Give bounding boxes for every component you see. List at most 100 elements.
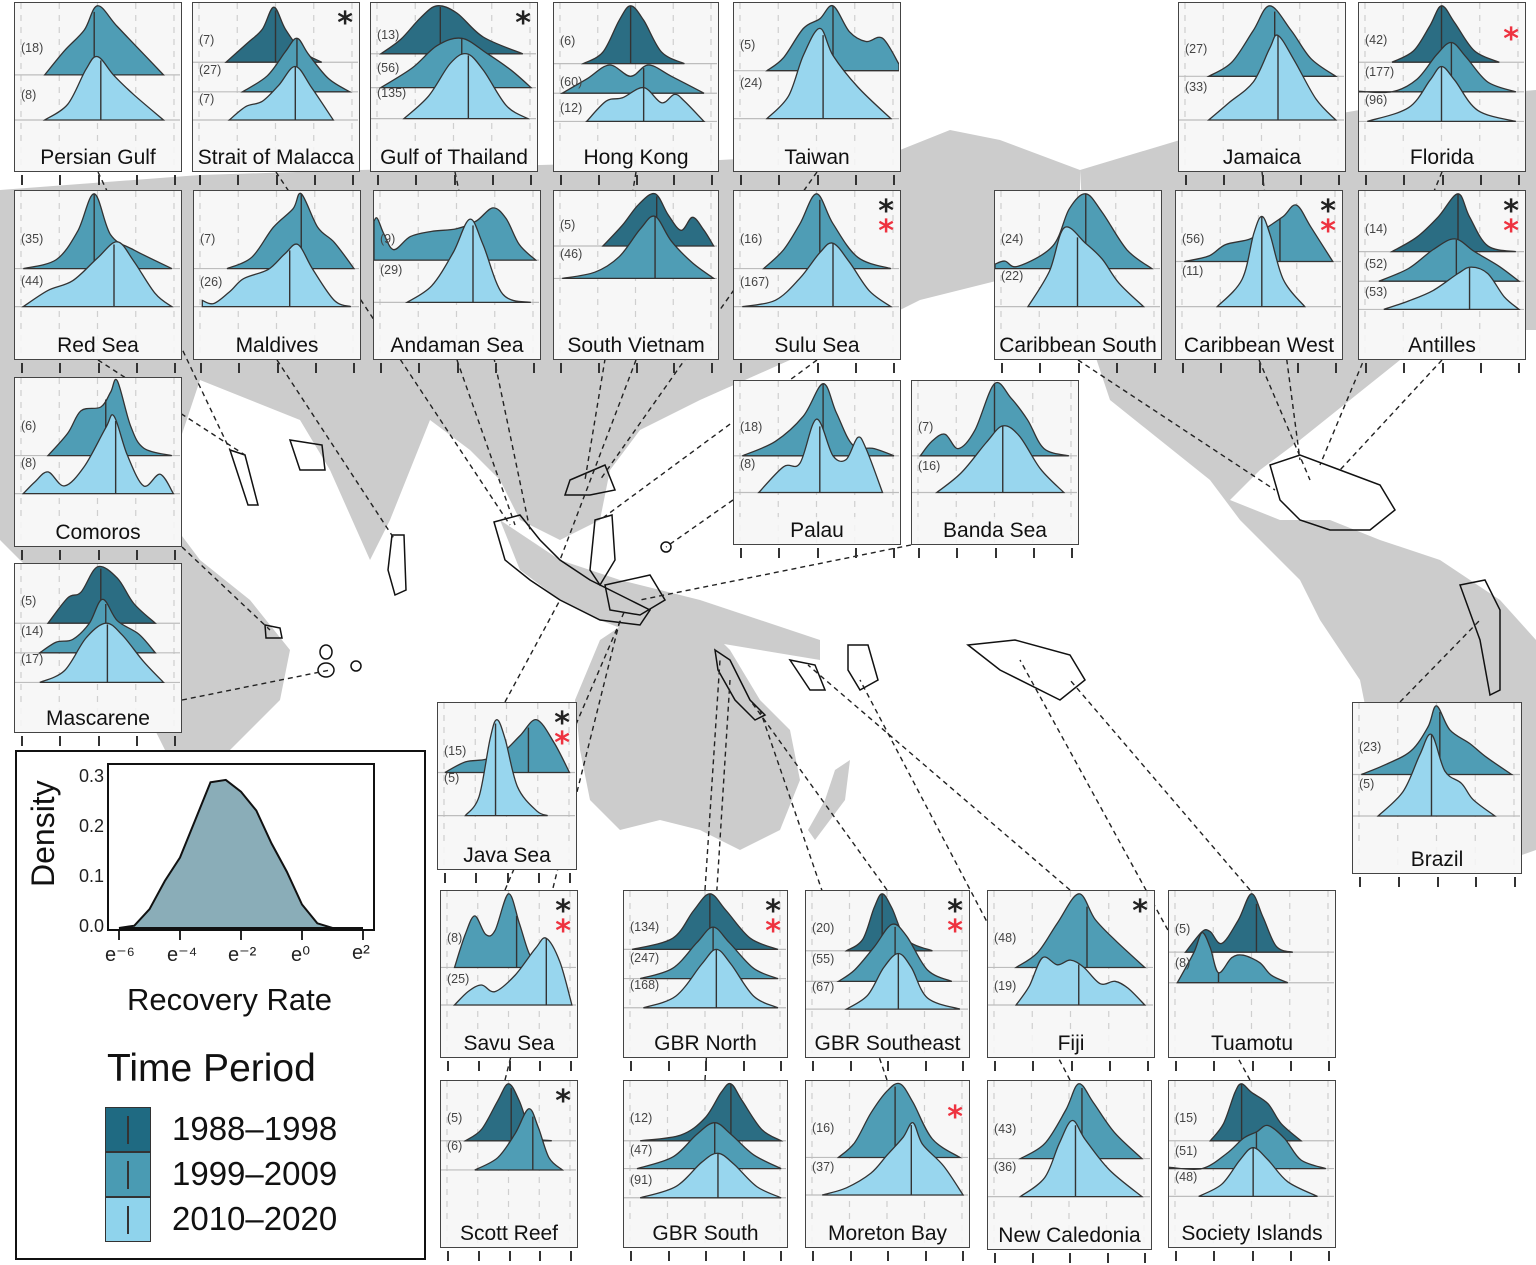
- panel-java-sea: (15) (5) * * Java Sea: [437, 702, 577, 883]
- sample-size-label: (5): [1175, 921, 1191, 936]
- density-ridge-period-3: [844, 952, 961, 1010]
- ridgeline-plot: [1359, 191, 1524, 358]
- significance-star-black-icon: *: [878, 194, 894, 229]
- panel-title: Andaman Sea: [390, 334, 524, 357]
- sample-size-label: (8): [447, 931, 463, 946]
- sample-size-label: (96): [1365, 92, 1388, 107]
- sample-size-label: (42): [1365, 32, 1388, 47]
- sample-size-label: (7): [918, 420, 934, 435]
- sample-size-label: (6): [560, 33, 576, 48]
- legend-box: Density 0.0 0.1 0.2 0.3 e⁻⁶ e⁻⁴ e⁻² e⁰ e…: [15, 750, 426, 1260]
- ridgeline-plot: [1179, 3, 1344, 170]
- density-ridge-period-3: [1014, 956, 1147, 1006]
- panel-red-sea: (35) (44) Red Sea: [14, 190, 182, 373]
- sample-size-label: (48): [994, 931, 1017, 946]
- sample-size-label: (29): [380, 262, 403, 277]
- density-ridge-period-3: [1026, 226, 1146, 308]
- sample-size-label: (177): [1365, 65, 1395, 80]
- x-axis-ticks: [988, 1057, 1154, 1071]
- ytick-0: 0.0: [79, 916, 105, 936]
- sample-size-label: (27): [1185, 41, 1208, 56]
- panel-title: Red Sea: [57, 334, 139, 357]
- sample-size-label: (20): [812, 921, 835, 936]
- panel-title: GBR North: [654, 1032, 757, 1055]
- panel-florida: (42) (177) (96) * Florida: [1358, 2, 1526, 185]
- xtick-2: e⁻²: [228, 944, 257, 966]
- panel-gbr-north: (134) (247) (168) * * GBR North: [623, 890, 788, 1071]
- panel-title: Java Sea: [463, 844, 551, 867]
- sample-size-label: (12): [630, 1111, 653, 1126]
- xtick-1: e⁻⁴: [167, 944, 198, 966]
- density-ridge-period-3: [1376, 733, 1497, 817]
- panel-title: New Caledonia: [998, 1224, 1141, 1247]
- density-ridge-period-3: [452, 937, 573, 1006]
- sample-size-label: (24): [1001, 232, 1024, 247]
- panel-south-vietnam: (5) (46) South Vietnam: [553, 190, 719, 373]
- x-axis-ticks: [734, 171, 900, 185]
- panel-hong-kong: (6) (60) (12) Hong Kong: [553, 2, 719, 185]
- sample-size-label: (8): [21, 87, 37, 102]
- panel-title: GBR Southeast: [814, 1032, 961, 1055]
- density-ridge-period-1: [378, 5, 524, 55]
- significance-star-black-icon: *: [1132, 894, 1148, 929]
- panel-title: Comoros: [55, 521, 141, 544]
- panel-title: GBR South: [652, 1222, 759, 1245]
- sample-size-label: (53): [1365, 285, 1388, 300]
- panel-gbr-southeast: (20) (55) (67) * * GBR Southeast: [805, 890, 970, 1071]
- density-ridge-period-2: [559, 64, 705, 94]
- sample-size-label: (18): [21, 40, 44, 55]
- legend-label-1999-2009: 1999–2009: [172, 1155, 338, 1192]
- panel-sulu-sea: (16) (167) * * Sulu Sea: [733, 190, 901, 373]
- significance-star-black-icon: *: [947, 894, 963, 929]
- density-ridge-period-2: [1014, 893, 1147, 969]
- sample-size-label: (6): [21, 419, 37, 434]
- sample-size-label: (247): [630, 951, 660, 966]
- sample-size-label: (168): [630, 977, 660, 992]
- panel-caribbean-west: (56) (11) * * Caribbean West: [1175, 190, 1343, 373]
- panel-comoros: (6) (8) Comoros: [14, 377, 182, 560]
- sample-size-label: (36): [994, 1159, 1017, 1174]
- panel-title: Scott Reef: [459, 1222, 559, 1245]
- ridgeline-plot: [15, 3, 180, 170]
- density-ridge-period-1: [1391, 5, 1500, 63]
- panel-title: Mascarene: [46, 707, 150, 730]
- panel-caribbean-south: (24) (22) Caribbean South: [994, 190, 1162, 373]
- x-axis-ticks: [441, 1057, 577, 1071]
- sample-size-label: (23): [1359, 740, 1382, 755]
- panel-gbr-south: (12) (47) (91) GBR South: [623, 1080, 788, 1261]
- panel-savu-sea: (8) (25) * * Savu Sea: [440, 890, 578, 1071]
- panel-title: Society Islands: [1181, 1222, 1323, 1245]
- x-axis-ticks: [1359, 359, 1525, 373]
- sample-size-label: (51): [1175, 1144, 1198, 1159]
- x-axis-ticks: [15, 359, 181, 373]
- significance-star-black-icon: *: [337, 6, 353, 41]
- sample-size-label: (16): [812, 1121, 835, 1136]
- sample-size-label: (56): [377, 60, 400, 75]
- sample-size-label: (16): [918, 459, 941, 474]
- panel-title: South Vietnam: [567, 334, 705, 357]
- panel-title: Gulf of Thailand: [380, 146, 528, 169]
- density-ridge-period-3: [742, 242, 893, 308]
- density-ridge-period-1: [1184, 893, 1294, 953]
- density-ridge-period-3: [227, 65, 335, 121]
- density-ridge-period-3: [1383, 266, 1521, 311]
- sample-size-label: (5): [560, 218, 576, 233]
- density-ridge-period-2: [444, 719, 571, 774]
- panel-gulf-of-thailand: (13) (56) (135) * Gulf of Thailand: [370, 2, 538, 185]
- sample-size-label: (5): [21, 593, 37, 608]
- ridgeline-plot: [734, 381, 899, 543]
- sample-size-label: (91): [630, 1172, 653, 1187]
- panel-title: Sulu Sea: [774, 334, 860, 357]
- panel-taiwan: (5) (24) Taiwan: [733, 2, 901, 185]
- density-ridge-period-1: [46, 565, 157, 624]
- ridgeline-plot: [441, 891, 576, 1056]
- ridgeline-plot: [1353, 703, 1520, 872]
- panel-persian-gulf: (18) (8) Persian Gulf: [14, 2, 182, 185]
- x-axis-ticks: [438, 869, 576, 883]
- ridgeline-plot: [194, 191, 359, 358]
- density-ridge-period-3: [757, 418, 884, 494]
- panel-new-caledonia: (43) (36) New Caledonia: [987, 1080, 1152, 1263]
- panel-title: Maldives: [235, 334, 319, 357]
- x-axis-ticks: [1359, 171, 1525, 185]
- sample-size-label: (11): [1182, 264, 1204, 279]
